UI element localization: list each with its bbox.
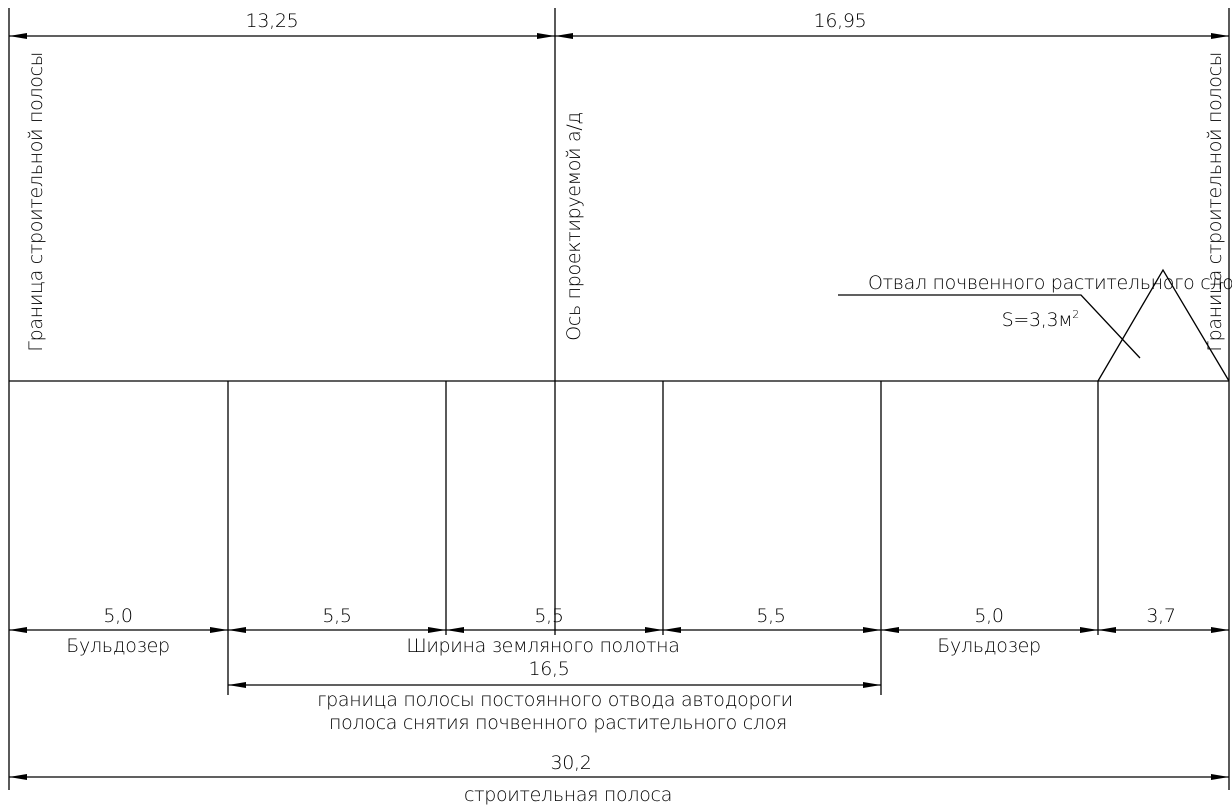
dim-seg-6: 3,7	[1146, 605, 1175, 627]
arrow-seg6-end	[1211, 627, 1229, 633]
label-bulldozer-left: Бульдозер	[66, 635, 169, 657]
arrow-seg1-start	[9, 627, 27, 633]
dim-top-right: 16,95	[814, 10, 867, 32]
label-spoil-area-exponent: 2	[1072, 308, 1079, 321]
arrow-seg1-end	[210, 627, 228, 633]
arrow-middle-end	[863, 682, 881, 688]
arrow-top-left-end	[537, 33, 555, 39]
arrow-seg5-start	[881, 627, 899, 633]
dim-top-left: 13,25	[246, 10, 299, 32]
arrow-seg3-start	[446, 627, 464, 633]
label-left-boundary: Граница строительной полосы	[25, 52, 47, 352]
arrow-seg6-start	[1098, 627, 1116, 633]
spoil-heap-triangle	[1097, 268, 1230, 382]
arrow-top-right-start	[555, 33, 573, 39]
dim-seg-4: 5,5	[756, 605, 785, 627]
dim-seg-5: 5,0	[974, 605, 1003, 627]
arrow-total-end	[1211, 774, 1229, 780]
arrow-seg4-end	[863, 627, 881, 633]
label-roadbed-width: Ширина земляного полотна	[406, 635, 679, 657]
arrow-seg2-end	[428, 627, 446, 633]
arrow-total-start	[9, 774, 27, 780]
dim-middle: 16,5	[528, 658, 569, 680]
label-stripping-strip: полоса снятия почвенного растительного с…	[329, 712, 787, 734]
label-spoil-area-value: S=3,3м	[1002, 309, 1073, 331]
arrow-seg4-start	[663, 627, 681, 633]
spoil-leader-line	[838, 294, 1141, 359]
arrow-top-right-end	[1211, 33, 1229, 39]
arrow-seg5-end	[1080, 627, 1098, 633]
label-spoil-area: S=3,3м2	[1002, 308, 1079, 331]
label-construction-strip: строительная полоса	[464, 784, 672, 806]
label-bulldozer-right: Бульдозер	[937, 635, 1040, 657]
dim-total: 30,2	[550, 752, 591, 774]
dim-seg-1: 5,0	[103, 605, 132, 627]
arrow-seg3-end	[645, 627, 663, 633]
label-right-boundary: Граница строительной полосы	[1204, 52, 1226, 352]
label-axis: Ось проектируемой а/д	[563, 112, 585, 341]
arrow-seg2-start	[228, 627, 246, 633]
label-right-of-way: граница полосы постоянного отвода автодо…	[317, 689, 793, 711]
arrow-top-left-start	[9, 33, 27, 39]
dim-seg-2: 5,5	[322, 605, 351, 627]
arrow-middle-start	[228, 682, 246, 688]
dim-seg-3: 5,5	[534, 605, 563, 627]
label-spoil-title: Отвал почвенного растительного слоя	[868, 272, 1232, 294]
